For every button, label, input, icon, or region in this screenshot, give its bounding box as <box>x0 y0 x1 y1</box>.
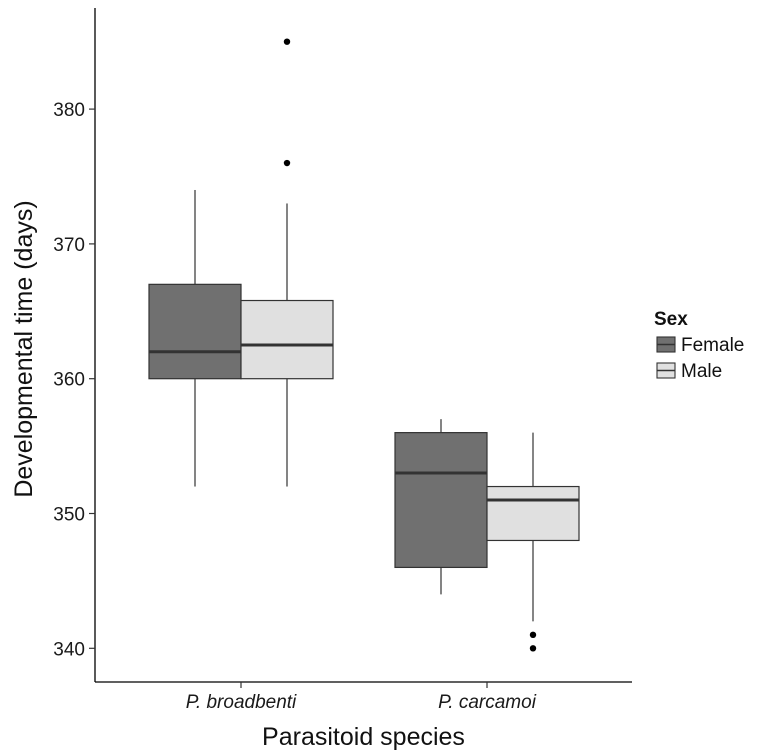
axes: 340 350 360 370 380 P. broadbenti P. carcamoi <box>53 8 632 713</box>
legend-item-male: Male <box>656 361 722 382</box>
box-male-1 <box>240 38 334 487</box>
y-tick-label: 370 <box>53 235 85 256</box>
outlier-point <box>283 159 291 167</box>
outlier-point <box>283 38 291 45</box>
box-female-1 <box>148 189 242 487</box>
box-male-2 <box>486 432 580 652</box>
box-body <box>148 283 242 380</box>
legend-title: Sex <box>654 309 688 330</box>
y-tick-label: 360 <box>53 370 85 391</box>
outlier-point <box>529 631 537 639</box>
box-body <box>240 299 334 380</box>
x-axis-title: Parasitoid species <box>262 723 465 751</box>
legend-label: Female <box>681 335 744 356</box>
y-axis-title: Developmental time (days) <box>10 200 38 497</box>
legend: Sex Female Male <box>654 309 744 382</box>
y-tick-label: 380 <box>53 100 85 121</box>
box-female-2 <box>394 419 488 595</box>
legend-label: Male <box>681 361 722 382</box>
box-body <box>486 485 580 542</box>
y-tick-label: 340 <box>53 639 85 660</box>
plot-area <box>148 38 580 652</box>
x-tick-label: P. carcamoi <box>438 692 537 713</box>
box-body <box>394 432 488 569</box>
outlier-point <box>529 645 537 652</box>
legend-item-female: Female <box>656 335 744 356</box>
x-tick-label: P. broadbenti <box>186 692 297 713</box>
y-tick-label: 350 <box>53 505 85 526</box>
